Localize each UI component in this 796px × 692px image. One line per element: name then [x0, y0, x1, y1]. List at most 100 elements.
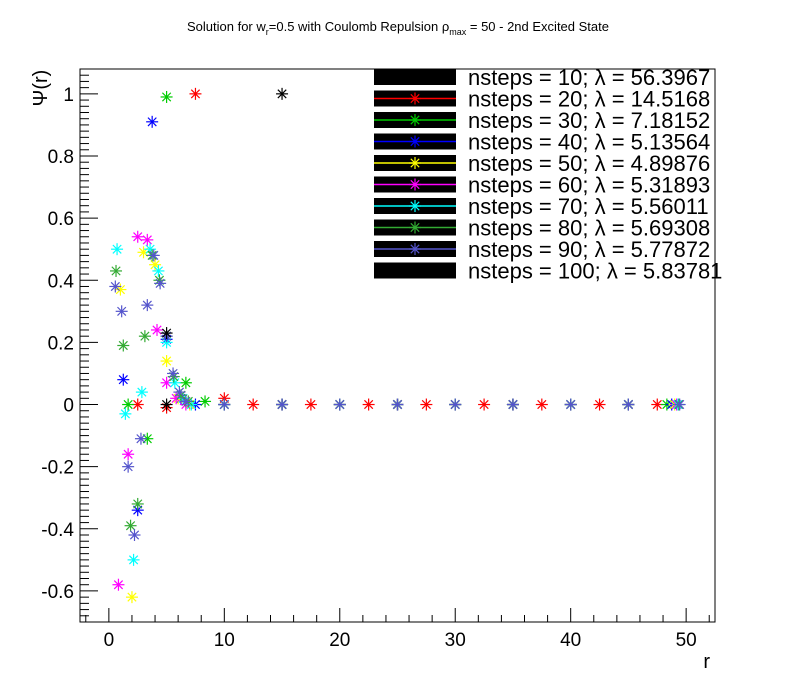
data-point — [391, 398, 404, 411]
data-point — [127, 553, 140, 566]
data-point — [564, 398, 577, 411]
data-point — [276, 398, 289, 411]
legend-entry: nsteps = 90; λ = 5.77872 — [374, 237, 710, 262]
legend-entry: nsteps = 40; λ = 5.13564 — [374, 130, 710, 155]
legend-entry: nsteps = 50; λ = 4.89876 — [374, 151, 710, 176]
y-tick-label: -0.2 — [41, 458, 74, 479]
data-point — [125, 591, 138, 604]
data-point — [124, 519, 137, 532]
legend-label: nsteps = 100; λ = 5.83781 — [468, 259, 722, 284]
x-tick-label: 20 — [329, 630, 350, 651]
data-point — [333, 398, 346, 411]
legend-label: nsteps = 80; λ = 5.69308 — [468, 216, 710, 241]
legend-label: nsteps = 60; λ = 5.31893 — [468, 173, 710, 198]
data-point — [122, 460, 135, 473]
data-point — [117, 339, 130, 352]
x-axis-label: r — [703, 651, 710, 673]
data-point — [160, 327, 173, 340]
y-tick-label: 0 — [63, 396, 74, 417]
data-point — [152, 264, 165, 277]
legend-swatch — [374, 69, 456, 85]
legend-label: nsteps = 20; λ = 14.5168 — [468, 87, 710, 112]
data-point — [146, 115, 159, 128]
x-axis: 0 10 20 30 40 50 — [85, 608, 710, 651]
series-6 — [112, 230, 683, 591]
y-tick-label: -0.4 — [41, 520, 74, 541]
legend-label: nsteps = 90; λ = 5.77872 — [468, 237, 710, 262]
legend-marker — [409, 200, 421, 212]
data-point — [122, 448, 135, 461]
legend-entry: nsteps = 80; λ = 5.69308 — [374, 216, 710, 241]
data-point — [119, 407, 132, 420]
data-point — [179, 395, 192, 408]
legend-marker — [409, 157, 421, 169]
data-point — [131, 230, 144, 243]
data-point — [147, 249, 160, 262]
data-point — [362, 398, 375, 411]
legend-marker — [409, 114, 421, 126]
legend-entry: nsteps = 30; λ = 7.18152 — [374, 108, 710, 133]
legend-label: nsteps = 70; λ = 5.56011 — [468, 194, 709, 219]
y-tick-label: -0.6 — [41, 582, 74, 603]
legend-entry: nsteps = 20; λ = 14.5168 — [374, 87, 710, 112]
data-point — [247, 398, 260, 411]
data-point — [478, 398, 491, 411]
data-point — [506, 398, 519, 411]
data-point — [276, 87, 289, 100]
legend-label: nsteps = 10; λ = 56.3967 — [468, 65, 710, 90]
data-point — [115, 305, 128, 318]
x-tick-label: 50 — [676, 630, 697, 651]
series-layer — [109, 87, 686, 604]
legend-entry: nsteps = 100; λ = 5.83781 — [374, 259, 722, 284]
data-point — [160, 90, 173, 103]
y-tick-label: 0.6 — [48, 209, 74, 230]
x-tick-label: 30 — [445, 630, 466, 651]
data-point — [304, 398, 317, 411]
data-point — [622, 398, 635, 411]
data-point — [167, 367, 180, 380]
legend-marker — [409, 178, 421, 191]
data-point — [122, 398, 135, 411]
series-5 — [114, 246, 681, 604]
data-point — [135, 386, 148, 399]
legend-label: nsteps = 50; λ = 4.89876 — [468, 151, 710, 176]
y-tick-label: 0.8 — [48, 147, 74, 168]
y-tick-label: 0.4 — [48, 271, 75, 292]
data-point — [179, 376, 192, 389]
data-point — [154, 277, 167, 290]
legend-marker — [409, 264, 421, 277]
series-8 — [110, 249, 685, 532]
data-point — [111, 243, 124, 256]
data-point — [173, 386, 186, 399]
data-point — [535, 398, 548, 411]
legend-marker — [409, 243, 421, 255]
data-point — [151, 323, 164, 336]
legend-entry: nsteps = 70; λ = 5.56011 — [374, 194, 709, 219]
series-10 — [160, 87, 289, 411]
legend-entry: nsteps = 60; λ = 5.31893 — [374, 173, 710, 198]
legend-marker — [409, 92, 421, 105]
data-point — [117, 373, 130, 386]
data-point — [134, 432, 147, 445]
data-point — [112, 578, 125, 591]
data-point — [110, 264, 123, 277]
data-point — [160, 398, 173, 411]
data-point — [189, 87, 202, 100]
y-axis: -0.6 -0.4 -0.2 0 0.2 0.4 0.6 0.8 1 — [41, 68, 98, 623]
data-point — [593, 398, 606, 411]
legend-label: nsteps = 30; λ = 7.18152 — [468, 108, 710, 133]
data-point — [218, 398, 231, 411]
data-point — [673, 398, 686, 411]
legend-marker — [409, 221, 421, 234]
legend-entry: nsteps = 10; λ = 56.3967 — [374, 65, 710, 90]
data-point — [128, 529, 141, 542]
data-point — [160, 355, 173, 368]
data-point — [138, 330, 151, 343]
x-tick-label: 10 — [214, 630, 235, 651]
legend-label: nsteps = 40; λ = 5.13564 — [468, 130, 710, 155]
x-tick-label: 40 — [560, 630, 581, 651]
y-tick-label: 1 — [63, 85, 74, 106]
data-point — [141, 233, 154, 246]
data-point — [420, 398, 433, 411]
